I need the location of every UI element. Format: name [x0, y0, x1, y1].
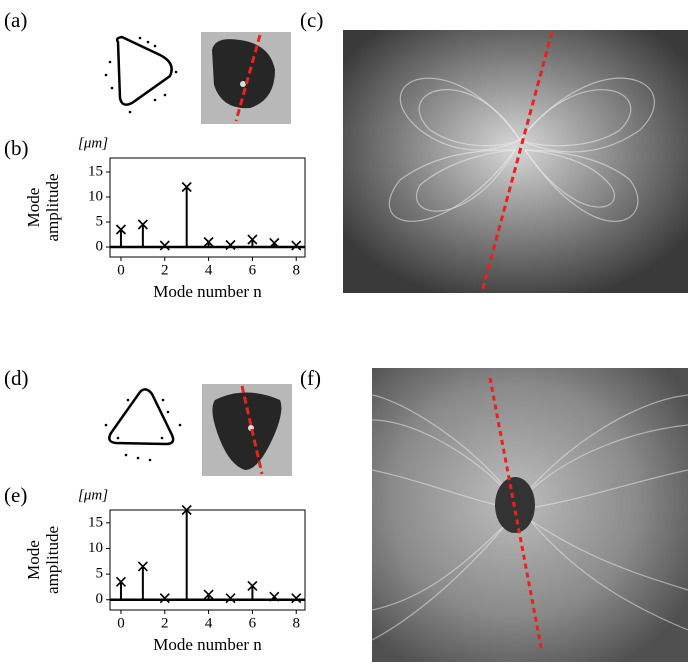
cross-marker — [291, 240, 302, 251]
shape-dots — [104, 398, 182, 462]
y-axis-label: Mode — [24, 540, 43, 580]
x-tick-label: 6 — [249, 615, 257, 631]
plot-frame — [109, 157, 306, 258]
y-tick-label: 0 — [96, 591, 104, 607]
shape-dots — [104, 36, 178, 114]
y-tick-label: 15 — [88, 163, 103, 179]
x-tick-label: 2 — [161, 615, 169, 631]
cross-marker — [269, 591, 280, 602]
x-tick-label: 0 — [117, 262, 125, 278]
y-tick-label: 10 — [88, 188, 103, 204]
cross-marker — [291, 593, 302, 604]
x-tick-label: 2 — [161, 262, 169, 278]
x-tick-label: 0 — [117, 615, 125, 631]
x-tick-label: 4 — [205, 262, 213, 278]
cross-marker — [181, 181, 192, 193]
cross-marker — [159, 240, 170, 251]
cross-marker — [269, 237, 280, 249]
panel-labels: (a) (b) (c) (d) (e) (f) — [4, 8, 323, 507]
panel-label: (a) — [4, 8, 27, 32]
cross-marker — [225, 239, 236, 251]
panel-label: (d) — [4, 366, 29, 390]
x-tick-label: 6 — [249, 262, 257, 278]
panel-label: (c) — [300, 8, 323, 32]
y-axis-label: amplitude — [43, 174, 62, 242]
unit-label: [μm] — [78, 135, 108, 151]
y-axis-label: amplitude — [43, 526, 62, 594]
y-tick-label: 5 — [96, 566, 104, 582]
cross-marker — [115, 576, 127, 587]
x-axis-label: Mode number n — [153, 635, 262, 654]
y-tick-label: 5 — [96, 213, 104, 229]
cross-marker — [181, 504, 192, 516]
cross-marker — [247, 580, 258, 591]
cross-marker — [203, 589, 214, 600]
cross-marker — [137, 219, 148, 230]
cross-marker — [159, 593, 170, 604]
droplet-photo — [202, 384, 292, 476]
cross-marker — [225, 593, 236, 604]
droplet-photo — [201, 32, 291, 124]
x-axis-label: Mode number n — [153, 282, 262, 301]
x-tick-label: 8 — [292, 615, 300, 631]
x-tick-label: 8 — [292, 262, 300, 278]
plot-frame — [109, 509, 306, 611]
x-tick-label: 4 — [205, 615, 213, 631]
panel-label: (b) — [4, 136, 29, 160]
y-axis-label: Mode — [24, 188, 43, 228]
panel-label: (e) — [4, 483, 27, 507]
cross-marker — [137, 561, 148, 572]
cross-marker — [115, 224, 127, 235]
y-tick-label: 15 — [88, 514, 103, 530]
cross-marker — [203, 236, 214, 248]
y-tick-label: 0 — [96, 238, 104, 254]
streak-image — [343, 30, 688, 293]
shape-outline — [108, 388, 175, 446]
cross-marker — [247, 234, 258, 245]
unit-label: [μm] — [78, 487, 108, 503]
panel-label: (f) — [300, 366, 321, 390]
streak-image — [371, 368, 689, 662]
shape-outline — [115, 35, 173, 106]
y-tick-label: 10 — [88, 540, 103, 556]
